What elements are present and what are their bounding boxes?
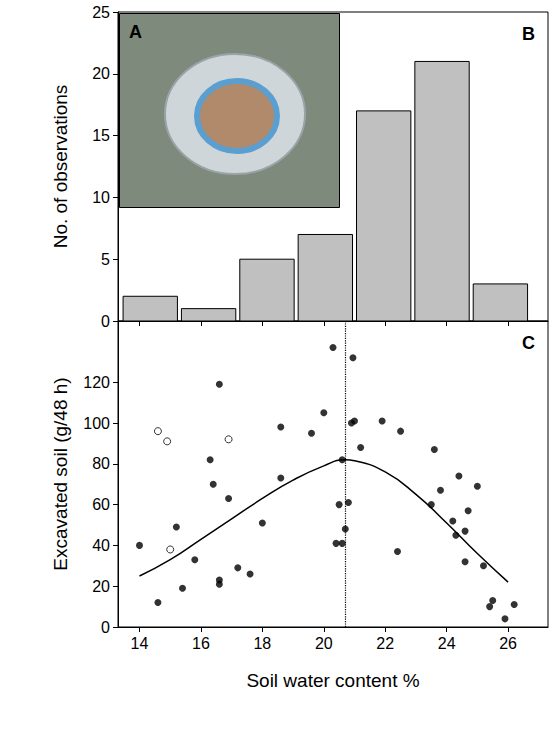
svg-text:26: 26: [499, 635, 517, 652]
svg-text:20: 20: [92, 578, 110, 595]
svg-text:18: 18: [253, 635, 271, 652]
svg-text:Soil water content %: Soil water content %: [246, 670, 419, 691]
svg-text:20: 20: [315, 635, 333, 652]
svg-text:0: 0: [101, 619, 110, 636]
svg-text:5: 5: [101, 251, 110, 268]
svg-text:A: A: [129, 22, 142, 42]
svg-text:C: C: [522, 333, 535, 353]
svg-text:No. of observations: No. of observations: [50, 85, 71, 249]
svg-text:15: 15: [92, 127, 110, 144]
svg-text:Excavated soil (g/48 h): Excavated soil (g/48 h): [50, 377, 71, 570]
svg-text:22: 22: [376, 635, 394, 652]
svg-text:0: 0: [101, 313, 110, 330]
svg-text:10: 10: [92, 189, 110, 206]
svg-text:24: 24: [438, 635, 456, 652]
svg-text:B: B: [522, 24, 535, 44]
svg-text:100: 100: [83, 415, 110, 432]
svg-text:40: 40: [92, 537, 110, 554]
svg-text:14: 14: [131, 635, 149, 652]
svg-text:120: 120: [83, 374, 110, 391]
svg-text:80: 80: [92, 455, 110, 472]
svg-text:25: 25: [92, 4, 110, 21]
svg-text:16: 16: [192, 635, 210, 652]
svg-text:60: 60: [92, 496, 110, 513]
svg-text:20: 20: [92, 65, 110, 82]
